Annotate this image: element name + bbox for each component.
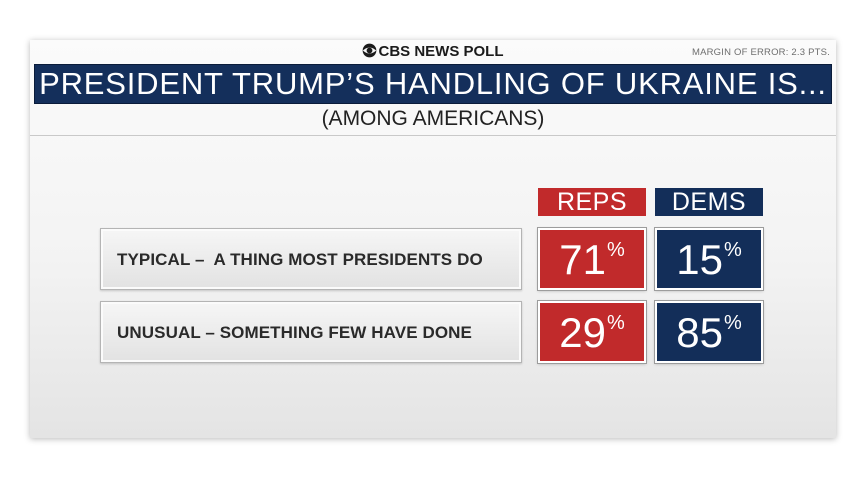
value-typical-reps: 71 (559, 236, 606, 283)
cell-unusual-dems: 85% (655, 301, 763, 363)
column-header-dems: DEMS (655, 188, 763, 216)
value-unusual-dems: 85 (676, 309, 723, 356)
row-label-typical: TYPICAL – A THING MOST PRESIDENTS DO (100, 228, 522, 290)
divider (30, 135, 836, 136)
value-unusual-reps: 29 (559, 309, 606, 356)
unit-unusual-dems: % (723, 312, 742, 334)
cell-unusual-reps: 29% (538, 301, 646, 363)
chart-title: PRESIDENT TRUMP’S HANDLING OF UKRAINE IS… (34, 64, 832, 104)
row-label-unusual: UNUSUAL – SOMETHING FEW HAVE DONE (100, 301, 522, 363)
chart-subtitle: (AMONG AMERICANS) (321, 107, 545, 130)
poll-card: CBS NEWS POLL MARGIN OF ERROR: 2.3 PTS. … (30, 40, 836, 438)
cbs-eye-icon (362, 43, 377, 58)
unit-typical-dems: % (723, 239, 742, 261)
cell-typical-reps: 71% (538, 228, 646, 290)
margin-of-error: MARGIN OF ERROR: 2.3 PTS. (691, 47, 830, 58)
brand-name: CBS NEWS POLL (378, 43, 504, 60)
unit-typical-reps: % (606, 239, 625, 261)
column-header-reps: REPS (538, 188, 646, 216)
cell-typical-dems: 15% (655, 228, 763, 290)
value-typical-dems: 15 (676, 236, 723, 283)
unit-unusual-reps: % (606, 312, 625, 334)
brand-header: CBS NEWS POLL (30, 43, 836, 61)
